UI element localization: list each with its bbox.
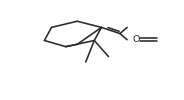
Text: O: O <box>133 35 140 44</box>
